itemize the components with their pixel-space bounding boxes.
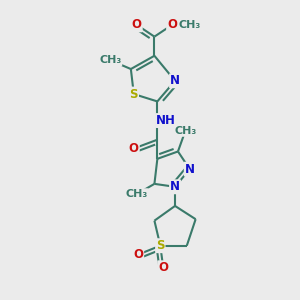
Text: O: O	[129, 142, 139, 155]
Text: O: O	[132, 18, 142, 32]
Text: CH₃: CH₃	[174, 126, 196, 136]
Text: NH: NH	[156, 114, 176, 127]
Text: O: O	[158, 261, 168, 274]
Text: O: O	[133, 248, 143, 261]
Text: CH₃: CH₃	[99, 55, 122, 65]
Text: CH₃: CH₃	[178, 20, 201, 30]
Text: CH₃: CH₃	[126, 189, 148, 199]
Text: S: S	[156, 239, 165, 252]
Text: N: N	[170, 180, 180, 193]
Text: N: N	[185, 163, 195, 176]
Text: N: N	[170, 74, 180, 87]
Text: S: S	[130, 88, 138, 100]
Text: O: O	[167, 18, 177, 32]
